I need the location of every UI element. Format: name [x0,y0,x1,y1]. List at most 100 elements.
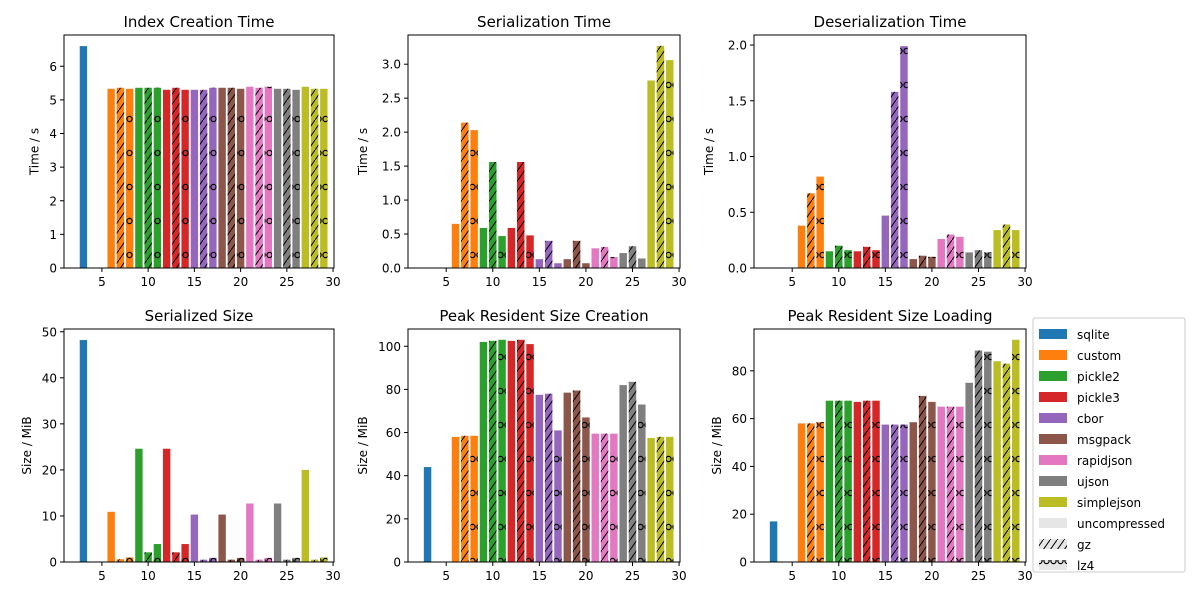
bar-rapidjson-uncompressed-21 [591,433,599,562]
y-tick-label: 6 [49,60,57,74]
legend-label-rapidjson: rapidjson [1077,454,1132,468]
bar-hatch-gz-7 [807,193,815,268]
bar-ujson-uncompressed-24 [965,252,973,268]
bar-hatch-gz-7 [116,559,125,562]
bar-simplejson-uncompressed-27 [993,361,1001,562]
y-tick-label: 60 [386,426,401,440]
bar-pickle3-uncompressed-12 [853,251,862,268]
bar-hatch-gz-25 [283,88,291,268]
bar-hatch-lz4-14 [181,89,189,269]
bar-hatch-gz-25 [974,250,983,268]
bar-hatch-gz-22 [600,246,609,268]
x-tick-label: 15 [878,569,893,583]
bar-hatch-gz-7 [116,87,125,268]
y-axis-label: Time / s [702,128,716,176]
bar-hatch-gz-16 [199,559,208,562]
bar-hatch-lz4-8 [816,176,824,268]
bar-cbor-uncompressed-15 [881,424,890,562]
legend-hatch-gz [1039,539,1067,549]
x-tick-label: 5 [442,569,450,583]
bar-hatch-lz4-29 [320,88,328,268]
x-tick-label: 15 [532,275,547,289]
bar-custom-uncompressed-6 [797,225,806,268]
x-tick-label: 25 [971,275,986,289]
x-tick-label: 25 [279,569,294,583]
bar-hatch-lz4-26 [638,258,646,268]
bar-pickle2-uncompressed-9 [135,87,143,268]
bar-hatch-gz-7 [807,423,815,562]
chart-panel-6: 5 10 15 20 25 30 0 20 40 60 80 Peak Resident Size L… [710,307,1033,583]
legend-label-uncompressed: uncompressed [1077,517,1165,531]
y-axis-label: Size / MiB [20,416,34,474]
y-tick-label: 30 [42,417,57,431]
legend-label-pickle3: pickle3 [1077,391,1120,405]
x-tick-label: 5 [788,569,796,583]
chart-title: Serialization Time [477,13,611,31]
bar-hatch-gz-28 [310,559,319,562]
chart-title: Peak Resident Size Loading [788,307,993,325]
y-tick-label: 1.5 [382,160,401,174]
bar-hatch-gz-10 [144,87,152,268]
chart-title: Peak Resident Size Creation [439,307,648,325]
bar-sqlite-uncompressed-3 [423,467,432,562]
plot-area [64,329,334,562]
bar-hatch-gz-28 [656,436,665,562]
bar-simplejson-uncompressed-27 [301,86,310,269]
axes-frame [753,328,1027,563]
bar-hatch-lz4-23 [610,433,618,562]
bar-hatch-lz4-17 [209,557,217,562]
bar-hatch-lz4-26 [984,252,992,268]
bar-hatch-lz4-26 [984,351,992,562]
y-tick-label: 40 [386,469,401,483]
bar-custom-uncompressed-6 [451,223,460,268]
bar-hatch-gz-7 [461,435,469,562]
x-tick-label: 20 [233,275,248,289]
bar-hatch-lz4-8 [125,557,134,562]
bar-hatch-lz4-11 [844,250,852,268]
legend-swatch-custom [1039,350,1067,360]
bar-hatch-gz-25 [974,350,983,562]
bar-hatch-gz-22 [255,87,263,268]
bar-hatch-lz4-17 [900,424,908,562]
axes-frame [63,328,335,563]
y-tick-label: 20 [732,508,747,522]
bar-msgpack-uncompressed-18 [563,259,572,268]
bar-hatch-lz4-20 [236,557,245,562]
x-tick-label: 30 [325,275,340,289]
bar-rapidjson-uncompressed-21 [246,86,254,269]
x-tick-label: 10 [141,569,156,583]
bar-hatch-gz-10 [835,400,843,562]
bar-hatch-lz4-14 [872,250,880,268]
bar-sqlite-uncompressed-3 [769,521,778,562]
chart-title: Deserialization Time [814,13,967,31]
x-tick-label: 30 [671,569,686,583]
bar-pickle3-uncompressed-12 [853,401,862,562]
bar-hatch-lz4-23 [956,236,964,268]
bar-pickle2-uncompressed-9 [825,251,834,268]
x-tick-label: 30 [671,275,686,289]
y-tick-label: 20 [42,463,57,477]
y-axis-label: Size / MiB [710,416,724,474]
x-tick-label: 15 [187,569,202,583]
bar-hatch-gz-16 [544,240,553,268]
bar-hatch-gz-22 [946,234,955,268]
bar-pickle3-uncompressed-12 [162,89,171,269]
bar-hatch-lz4-29 [666,436,674,562]
legend-swatch-pickle2 [1039,371,1067,381]
axes-frame [753,34,1027,269]
bar-hatch-gz-25 [628,246,637,268]
bar-ujson-uncompressed-24 [619,253,627,268]
bar-hatch-lz4-20 [928,256,936,268]
y-tick-label: 0.5 [728,206,747,220]
bar-hatch-gz-19 [572,390,581,562]
bar-hatch-gz-13 [516,339,525,562]
y-tick-label: 80 [386,383,401,397]
bar-hatch-gz-10 [489,340,497,562]
bar-hatch-gz-13 [172,87,180,268]
legend-swatch-msgpack [1039,434,1067,444]
bar-hatch-gz-13 [862,400,871,562]
bar-hatch-lz4-26 [292,557,300,562]
bar-rapidjson-uncompressed-21 [937,406,945,562]
x-tick-label: 5 [788,275,796,289]
bar-hatch-gz-13 [172,552,180,562]
